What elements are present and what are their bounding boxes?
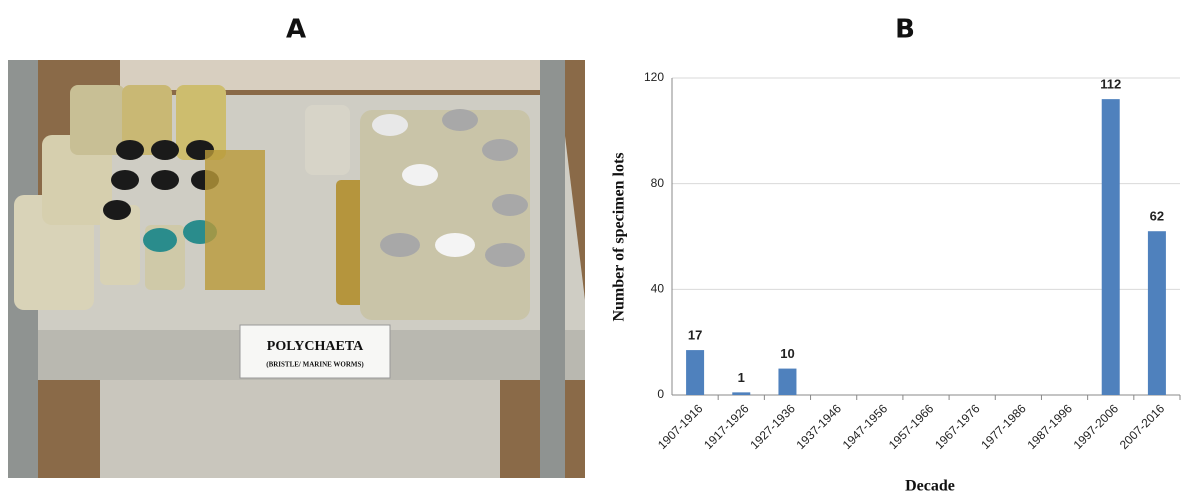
x-tick-label: 1957-1966 [886,401,937,452]
jar-lid [442,109,478,131]
x-tick-label: 1977-1986 [978,401,1029,452]
y-tick-label: 80 [651,176,665,190]
jar-lid [151,170,179,190]
x-tick-label: 1997-2006 [1071,401,1122,452]
jar [122,85,172,155]
bar [732,392,751,395]
x-axis-title: Decade [905,478,955,495]
x-tick-label: 1947-1956 [840,401,891,452]
bar [686,350,705,395]
jar-lid [435,233,475,257]
jar [70,85,125,155]
jar-lid [151,140,179,160]
y-tick-label: 0 [657,387,664,401]
specimen-label [239,324,391,379]
value-label: 112 [1100,77,1121,92]
x-tick-label: 1917-1926 [701,401,752,452]
x-tick-label: 1937-1946 [794,401,845,452]
jar [42,135,112,225]
jar-lid [492,194,528,216]
bar [1101,99,1120,395]
jar-lid [485,243,525,267]
jar [100,205,140,285]
y-tick-label: 40 [651,282,665,296]
value-label: 10 [780,346,794,361]
jar [305,105,350,175]
jar-group [360,110,530,320]
jar-lid [402,164,438,186]
value-label: 1 [738,370,745,385]
x-tick-label: 1907-1916 [655,401,706,452]
jar [176,85,226,160]
value-label: 17 [688,328,702,343]
jar-lid [372,114,408,136]
label-subtitle: (BRISTLE/ MARINE WORMS) [266,361,364,369]
shelf-post [540,60,565,478]
y-axis-title: Number of specimen lots [611,152,628,321]
jar-lid [482,139,518,161]
label-title: POLYCHAETA [267,339,364,354]
bar [778,368,797,395]
y-tick-label: 120 [644,70,664,84]
bar [1147,231,1166,395]
photo: POLYCHAETA (BRISTLE/ MARINE WORMS) [8,60,585,478]
jar-lid [111,170,139,190]
x-tick-label: 1927-1936 [747,401,798,452]
x-tick-label: 2007-2016 [1117,401,1168,452]
vials [205,150,265,290]
x-tick-label: 1967-1976 [932,401,983,452]
jar-lid [116,140,144,160]
lower-shelf [100,380,500,478]
panel-label: B [895,15,915,45]
jars [14,85,530,320]
value-label: 62 [1150,209,1164,224]
x-tick-label: 1987-1996 [1024,401,1075,452]
panel-label: A [286,15,306,45]
jar-lid [103,200,131,220]
jar-lid [380,233,420,257]
jar-lid [143,228,177,252]
